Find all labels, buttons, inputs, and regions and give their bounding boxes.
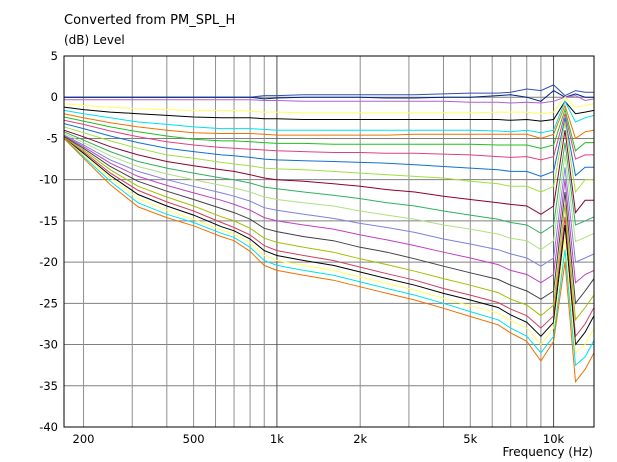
x-tick-label: 200 — [73, 432, 95, 446]
series-line-11 — [64, 121, 594, 194]
y-tick-label: -25 — [39, 296, 58, 310]
x-tick-label: 1k — [270, 432, 284, 446]
series-line-4 — [64, 96, 594, 115]
series-line-10 — [64, 117, 594, 177]
series-line-9 — [64, 113, 594, 161]
series-line-17 — [64, 136, 594, 305]
y-tick-label: 5 — [51, 49, 58, 63]
x-tick-label: 500 — [183, 432, 205, 446]
series-lines — [64, 84, 594, 384]
y-tick-label: -20 — [39, 255, 58, 269]
y-axis-label: (dB) Level — [64, 33, 125, 47]
chart-title: Converted from PM_SPL_H — [64, 13, 235, 28]
y-tick-label: -15 — [39, 214, 58, 228]
series-line-12 — [64, 129, 594, 215]
series-line-23 — [64, 138, 594, 384]
series-line-19 — [64, 137, 594, 338]
y-tick-label: 0 — [51, 90, 58, 104]
series-line-18 — [64, 137, 594, 322]
series-line-13 — [64, 131, 594, 234]
series-line-14 — [64, 133, 594, 251]
y-tick-label: -35 — [39, 379, 58, 393]
y-tick-label: -10 — [39, 173, 58, 187]
x-tick-label: 5k — [463, 432, 477, 446]
x-tick-label: 10k — [543, 432, 565, 446]
series-line-21 — [64, 138, 594, 354]
y-tick-label: -30 — [39, 338, 58, 352]
series-line-20 — [64, 138, 594, 346]
series-line-5 — [64, 100, 594, 122]
y-tick-label: -5 — [47, 131, 58, 145]
y-tick-labels: 5 0 -5 -10 -15 -20 -25 -30 -35 -40 — [39, 49, 58, 434]
y-tick-label: -40 — [39, 420, 58, 434]
series-line-15 — [64, 134, 594, 267]
series-line-8 — [64, 107, 594, 152]
series-line-6 — [64, 100, 594, 134]
series-line-22 — [64, 138, 594, 367]
plot-frame — [63, 55, 595, 428]
series-line-7 — [64, 104, 594, 140]
series-line-3 — [64, 95, 594, 104]
x-tick-labels: 200 500 1k 2k 5k 10k — [73, 432, 565, 446]
grid — [64, 55, 594, 428]
x-axis-label: Frequency (Hz) — [503, 445, 594, 459]
series-line-16 — [64, 135, 594, 284]
x-tick-label: 2k — [353, 432, 367, 446]
series-line-2 — [64, 89, 594, 102]
